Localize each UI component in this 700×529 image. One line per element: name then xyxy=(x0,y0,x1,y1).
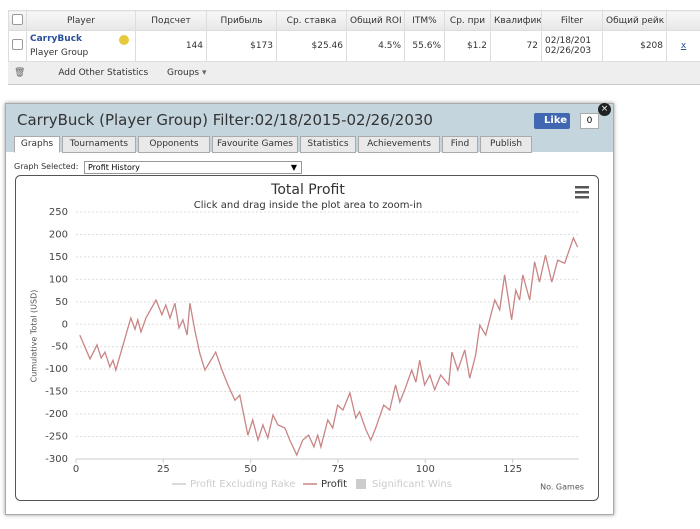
y-tick-label: -50 xyxy=(52,342,68,353)
y-tick-label: 0 xyxy=(62,319,68,330)
stat-cell: 72 xyxy=(490,30,542,62)
chart-title: Total Profit xyxy=(270,182,345,198)
tab[interactable]: Statistics xyxy=(300,136,356,153)
groups-menu[interactable]: Groups xyxy=(167,68,200,78)
y-tick-label: -250 xyxy=(45,432,68,443)
legend-item[interactable]: Significant Wins xyxy=(372,479,452,490)
graph-select[interactable]: Profit History ▼ xyxy=(84,161,302,174)
stat-cell: $25.46 xyxy=(276,30,347,62)
tab[interactable]: Favourite Games xyxy=(212,136,298,153)
filter-cell: 02/18/201 02/26/203 xyxy=(541,30,603,62)
column-header: Прибыль xyxy=(206,10,277,31)
x-tick-label: 25 xyxy=(157,464,170,475)
stat-cell: $173 xyxy=(206,30,277,62)
y-tick-label: 50 xyxy=(55,297,68,308)
panel-title: CarryBuck (Player Group) Filter:02/18/20… xyxy=(17,111,433,129)
x-tick-label: 0 xyxy=(73,464,79,475)
stat-cell: 4.5% xyxy=(346,30,405,62)
y-tick-label: 250 xyxy=(49,207,68,218)
column-header: Player xyxy=(26,10,136,31)
column-header: Ср. ставка xyxy=(276,10,347,31)
x-tick-label: 100 xyxy=(416,464,435,475)
y-tick-label: -150 xyxy=(45,387,68,398)
graph-selected-label: Graph Selected: xyxy=(14,162,79,171)
tab[interactable]: Opponents xyxy=(138,136,210,153)
player-cell: CarryBuck Player Group xyxy=(26,30,136,62)
y-tick-label: 100 xyxy=(49,274,68,285)
graph-select-value: Profit History xyxy=(88,163,140,172)
tab[interactable]: Publish xyxy=(480,136,532,153)
like-count: 0 xyxy=(580,113,599,129)
stat-cell: $208 xyxy=(602,30,667,62)
like-button[interactable]: Like xyxy=(534,113,570,129)
filter-date: 02/18/201 xyxy=(545,36,592,46)
column-header: Квалифика xyxy=(490,10,542,31)
y-tick-label: -100 xyxy=(45,364,68,375)
chart-frame xyxy=(15,175,599,501)
filter-date: 02/26/203 xyxy=(545,46,592,56)
tab[interactable]: Achievements xyxy=(358,136,440,153)
tab[interactable]: Find xyxy=(442,136,478,153)
column-header: Filter xyxy=(541,10,603,31)
column-header xyxy=(666,10,700,31)
x-axis-label: No. Games xyxy=(540,483,584,492)
tab[interactable]: Graphs xyxy=(14,136,60,153)
y-tick-label: -300 xyxy=(45,454,68,465)
legend-symbol xyxy=(356,479,366,489)
stats-table: Player Подсчет Прибыль Ср. ставка Общий ROI I… xyxy=(8,10,700,62)
close-button[interactable]: × xyxy=(598,103,611,116)
x-tick-label: 50 xyxy=(244,464,257,475)
tab[interactable]: Tournaments xyxy=(62,136,136,153)
add-stats[interactable]: Add Other Statistics xyxy=(58,68,149,78)
menu-icon[interactable] xyxy=(575,186,589,199)
stat-cell: 55.6% xyxy=(404,30,445,62)
y-tick-label: 200 xyxy=(49,229,68,240)
remove-link[interactable]: x xyxy=(666,30,700,62)
toolbar: 🗑 Add Other Statistics Groups ▾ xyxy=(8,62,700,85)
column-header: Общий рейк xyxy=(602,10,667,31)
x-tick-label: 125 xyxy=(503,464,522,475)
delete-icon[interactable]: 🗑 xyxy=(14,68,26,78)
legend-item[interactable]: Profit Excluding Rake xyxy=(190,479,295,490)
stat-cell: 144 xyxy=(135,30,207,62)
y-axis-label: Cumulative Total (USD) xyxy=(30,290,39,383)
badge-icon xyxy=(119,35,129,45)
player-link[interactable]: CarryBuck xyxy=(30,34,83,44)
checkbox[interactable] xyxy=(8,30,27,62)
profit-line xyxy=(79,236,579,457)
y-tick-label: -200 xyxy=(45,409,68,420)
x-tick-label: 75 xyxy=(332,464,345,475)
player-group: Player Group xyxy=(30,48,89,58)
chart-subtitle: Click and drag inside the plot area to z… xyxy=(194,200,422,211)
legend-item[interactable]: Profit xyxy=(321,479,347,490)
y-tick-label: 150 xyxy=(49,252,68,263)
